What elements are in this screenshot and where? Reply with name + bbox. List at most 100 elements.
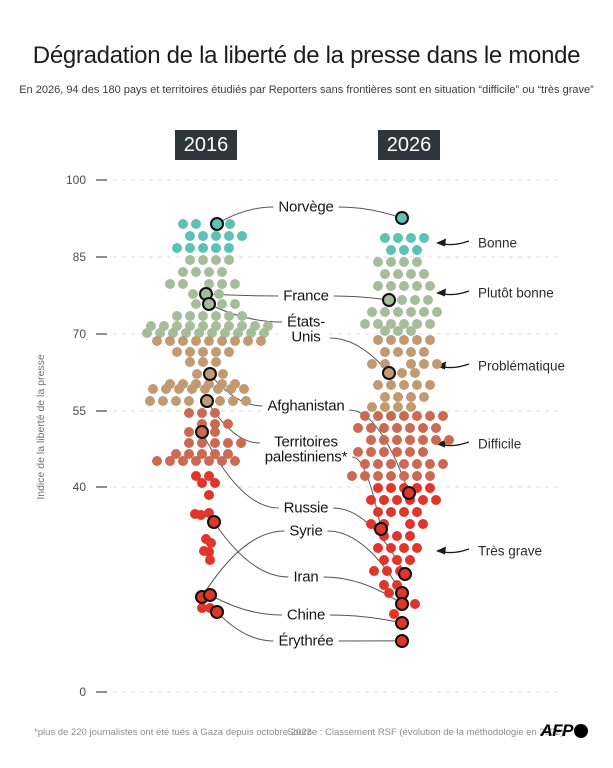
- data-dot: [399, 379, 409, 390]
- data-dot: [239, 384, 249, 395]
- y-tick-mark: [96, 179, 107, 182]
- data-dot: [215, 395, 225, 406]
- data-dot: [373, 319, 383, 330]
- data-dot: [172, 321, 182, 332]
- year-badge-2016: 2016: [175, 130, 237, 160]
- gridline: [113, 486, 563, 488]
- data-dot: [184, 437, 194, 448]
- data-dot: [184, 449, 194, 460]
- data-dot: [191, 378, 201, 389]
- data-dot: [230, 279, 240, 290]
- y-tick-mark: [96, 256, 107, 259]
- data-dot: [168, 327, 178, 338]
- data-dot: [380, 401, 390, 412]
- category-label: Difficile: [478, 436, 522, 452]
- data-dot: [382, 566, 392, 577]
- data-dot: [194, 327, 204, 338]
- data-dot: [224, 255, 234, 266]
- data-dot: [399, 244, 409, 255]
- gridline: [113, 256, 563, 258]
- data-dot: [233, 327, 243, 338]
- data-dot: [425, 458, 435, 469]
- data-dot: [263, 321, 273, 332]
- data-dot: [392, 422, 402, 433]
- data-dot: [432, 359, 442, 369]
- data-dot: [418, 495, 428, 506]
- data-dot: [191, 471, 201, 482]
- data-dot: [431, 435, 441, 446]
- data-dot: [217, 279, 227, 290]
- source-text: Source : Classement RSF (évolution de la…: [287, 727, 564, 738]
- highlight-dot-Érythrée: [210, 605, 224, 620]
- data-dot: [399, 257, 409, 268]
- data-dot: [380, 325, 390, 336]
- data-dot: [373, 506, 383, 517]
- data-dot: [432, 306, 442, 317]
- data-dot: [152, 456, 162, 467]
- data-dot: [384, 588, 394, 599]
- highlight-dot-Norvège: [210, 216, 224, 231]
- y-tick-mark: [96, 332, 107, 335]
- data-dot: [165, 335, 175, 346]
- data-dot: [386, 319, 396, 330]
- data-dot: [204, 489, 214, 500]
- data-dot: [406, 268, 416, 279]
- data-dot: [397, 368, 407, 379]
- data-dot: [159, 321, 169, 332]
- data-dot: [386, 411, 396, 422]
- data-dot: [178, 378, 188, 389]
- data-dot: [146, 321, 156, 332]
- afp-logo-text: AFP: [540, 721, 574, 740]
- data-dot: [373, 458, 383, 469]
- highlight-dot-Chine: [203, 587, 217, 602]
- data-dot: [373, 257, 383, 268]
- data-dot: [425, 319, 435, 330]
- data-dot: [386, 257, 396, 268]
- data-dot: [425, 482, 435, 493]
- data-dot: [412, 506, 422, 517]
- highlight-dot-Érythrée: [395, 633, 409, 648]
- data-dot: [353, 447, 363, 457]
- data-dot: [210, 408, 220, 419]
- highlight-dot-France: [382, 293, 396, 308]
- y-tick-mark: [96, 486, 107, 489]
- gridline: [113, 691, 563, 693]
- data-dot: [379, 495, 389, 506]
- data-dot: [211, 310, 221, 321]
- data-dot: [399, 543, 409, 554]
- data-dot: [210, 437, 220, 448]
- data-dot: [210, 478, 220, 489]
- data-dot: [393, 325, 403, 336]
- data-dot: [373, 471, 383, 482]
- data-dot: [412, 281, 422, 292]
- data-dot: [392, 447, 402, 457]
- data-dot: [380, 306, 390, 317]
- data-dot: [406, 347, 416, 358]
- data-dot: [393, 391, 403, 402]
- data-dot: [360, 458, 370, 469]
- data-dot: [148, 384, 158, 395]
- data-dot: [399, 506, 409, 517]
- data-dot: [211, 321, 221, 332]
- data-dot: [412, 319, 422, 330]
- data-dot: [360, 471, 370, 482]
- data-dot: [419, 347, 429, 358]
- data-dot: [367, 306, 377, 317]
- data-dot: [406, 325, 416, 336]
- data-dot: [241, 395, 251, 406]
- y-tick-label: 85: [72, 250, 86, 265]
- data-dot: [225, 218, 235, 229]
- data-dot: [190, 508, 200, 519]
- country-label: Afghanistan: [264, 397, 348, 415]
- country-label: France: [280, 287, 332, 305]
- data-dot: [197, 408, 207, 419]
- y-tick-label: 55: [72, 403, 86, 418]
- data-dot: [360, 411, 370, 422]
- data-dot: [211, 242, 221, 253]
- data-dot: [198, 255, 208, 266]
- highlight-dot-Norvège: [395, 211, 409, 226]
- country-label: États- Unis: [284, 313, 328, 347]
- category-label: Problématique: [478, 358, 566, 374]
- data-dot: [367, 401, 377, 412]
- data-dot: [172, 347, 182, 358]
